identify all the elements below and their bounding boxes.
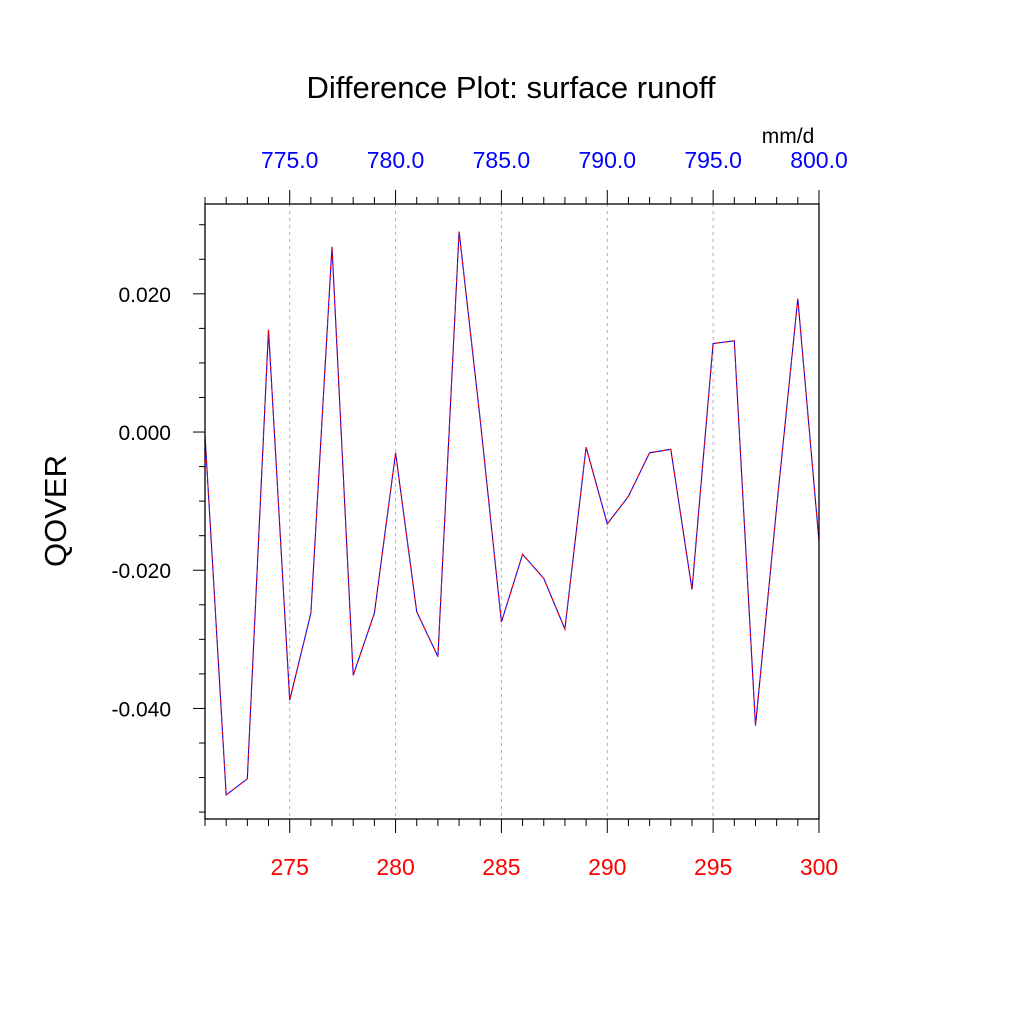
y-tick-label: -0.040 bbox=[111, 698, 171, 721]
grid-lines bbox=[289, 204, 714, 819]
x-bottom-tick-label: 290 bbox=[588, 854, 626, 880]
plot-frame bbox=[204, 203, 820, 820]
x-bottom-tick-label: 280 bbox=[376, 854, 414, 880]
x-top-tick-label: 780.0 bbox=[367, 147, 425, 173]
x-top-tick-label: 785.0 bbox=[473, 147, 531, 173]
y-tick-label: 0.000 bbox=[118, 422, 171, 445]
chart-title: Difference Plot: surface runoff bbox=[307, 70, 716, 105]
y-tick-label: 0.020 bbox=[118, 284, 171, 307]
y-axis-label: QOVER bbox=[38, 455, 73, 567]
units-label: mm/d bbox=[762, 125, 815, 148]
x-bottom-tick-label: 295 bbox=[694, 854, 732, 880]
x-top-tick-label: 790.0 bbox=[578, 147, 636, 173]
x-bottom-tick-label: 300 bbox=[800, 854, 838, 880]
series-line bbox=[204, 231, 820, 796]
series-line-dashed bbox=[204, 231, 820, 796]
x-top-tick-label: 775.0 bbox=[261, 147, 319, 173]
axis-ticks bbox=[193, 190, 820, 833]
x-bottom-tick-label: 275 bbox=[271, 854, 309, 880]
x-top-tick-label: 800.0 bbox=[790, 147, 848, 173]
series-lines bbox=[204, 231, 820, 796]
tick-labels: 275 775.0 280 780.0 285 785.0 290 790.0 295 795.0… bbox=[111, 147, 847, 880]
x-bottom-tick-label: 285 bbox=[482, 854, 520, 880]
y-tick-label: -0.020 bbox=[111, 560, 171, 583]
x-top-tick-label: 795.0 bbox=[684, 147, 742, 173]
